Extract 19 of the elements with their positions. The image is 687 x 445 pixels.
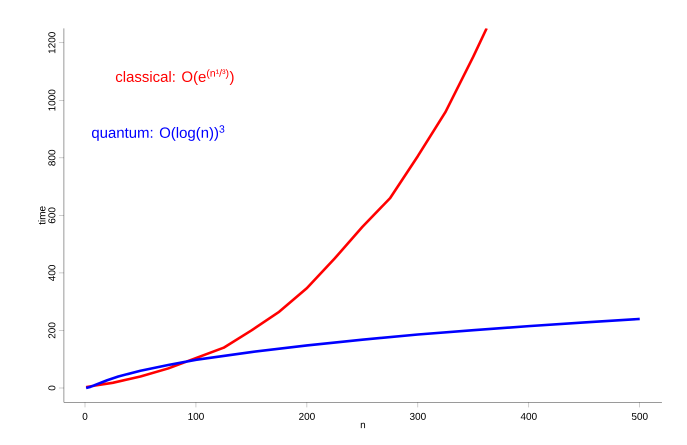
x-tick-label: 200 <box>299 412 315 420</box>
y-tick-label: 200 <box>48 322 56 338</box>
text: quantum: O(log(n))$^{3}$ <box>92 125 224 141</box>
x-tick-label: 100 <box>188 412 204 420</box>
line-series <box>84 28 488 388</box>
y-tick-label: 600 <box>48 207 56 224</box>
y-tick-label: 0 <box>48 386 56 390</box>
x-tick-label: 300 <box>410 412 426 420</box>
line-series <box>84 318 642 390</box>
y-tick-label: 800 <box>48 150 56 166</box>
x-tick-label: 400 <box>520 412 537 420</box>
y-tick-label: 400 <box>48 265 56 281</box>
y-tick-label: 1200 <box>48 32 56 54</box>
text: classical: O(e$^{(n¹/³)}$) <box>116 69 234 85</box>
x-tick-label: 0 <box>82 412 88 420</box>
x-tick-label: 500 <box>632 412 648 420</box>
y-tick-label: 1000 <box>48 90 56 111</box>
y-axis-title: time <box>38 206 46 225</box>
x-axis-title: n <box>360 422 366 428</box>
